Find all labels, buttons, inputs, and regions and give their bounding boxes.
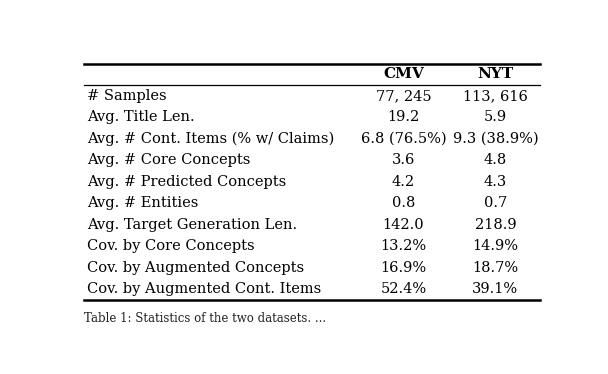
Text: 0.8: 0.8 xyxy=(392,196,415,210)
Text: 6.8 (76.5%): 6.8 (76.5%) xyxy=(361,132,446,146)
Text: 77, 245: 77, 245 xyxy=(376,89,431,103)
Text: 218.9: 218.9 xyxy=(475,218,516,232)
Text: Avg. Target Generation Len.: Avg. Target Generation Len. xyxy=(87,218,297,232)
Text: 5.9: 5.9 xyxy=(484,110,507,124)
Text: 14.9%: 14.9% xyxy=(472,239,519,253)
Text: Avg. # Predicted Concepts: Avg. # Predicted Concepts xyxy=(87,175,286,188)
Text: Avg. # Core Concepts: Avg. # Core Concepts xyxy=(87,153,250,167)
Text: 4.8: 4.8 xyxy=(484,153,507,167)
Text: CMV: CMV xyxy=(383,67,424,81)
Text: # Samples: # Samples xyxy=(87,89,167,103)
Text: 113, 616: 113, 616 xyxy=(463,89,528,103)
Text: 3.6: 3.6 xyxy=(392,153,415,167)
Text: Cov. by Augmented Cont. Items: Cov. by Augmented Cont. Items xyxy=(87,282,321,296)
Text: Table 1: Statistics of the two datasets. ...: Table 1: Statistics of the two datasets.… xyxy=(85,312,326,325)
Text: 0.7: 0.7 xyxy=(484,196,507,210)
Text: 4.3: 4.3 xyxy=(484,175,507,188)
Text: 16.9%: 16.9% xyxy=(381,261,427,275)
Text: 18.7%: 18.7% xyxy=(472,261,519,275)
Text: 4.2: 4.2 xyxy=(392,175,415,188)
Text: 142.0: 142.0 xyxy=(382,218,424,232)
Text: Avg. Title Len.: Avg. Title Len. xyxy=(87,110,195,124)
Text: 39.1%: 39.1% xyxy=(472,282,519,296)
Text: Cov. by Augmented Concepts: Cov. by Augmented Concepts xyxy=(87,261,304,275)
Text: Cov. by Core Concepts: Cov. by Core Concepts xyxy=(87,239,255,253)
Text: 9.3 (38.9%): 9.3 (38.9%) xyxy=(452,132,538,146)
Text: 13.2%: 13.2% xyxy=(381,239,427,253)
Text: Avg. # Entities: Avg. # Entities xyxy=(87,196,198,210)
Text: Avg. # Cont. Items (% w/ Claims): Avg. # Cont. Items (% w/ Claims) xyxy=(87,132,334,146)
Text: 19.2: 19.2 xyxy=(387,110,420,124)
Text: NYT: NYT xyxy=(477,67,513,81)
Text: 52.4%: 52.4% xyxy=(381,282,427,296)
